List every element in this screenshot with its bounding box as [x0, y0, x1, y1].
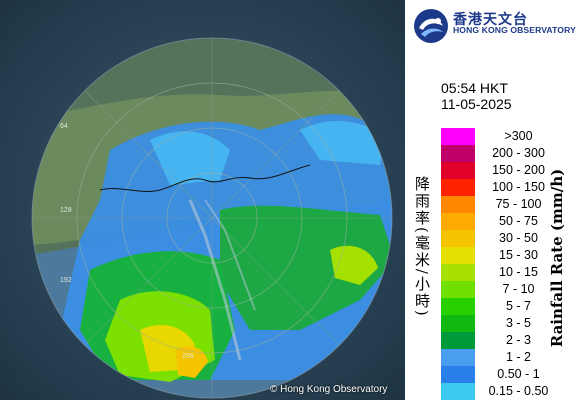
legend-swatch	[441, 383, 475, 400]
legend-row: 3 - 5	[441, 315, 577, 332]
legend-swatch	[441, 349, 475, 366]
legend-label: 0.15 - 0.50	[488, 384, 549, 398]
legend-swatch	[441, 145, 475, 162]
legend-swatch	[441, 315, 475, 332]
legend-panel: 香港天文台 HONG KONG OBSERVATORY 05:54 HKT 11…	[405, 0, 577, 400]
legend-label: 75 - 100	[495, 197, 542, 211]
rain-echo-very-light	[300, 120, 385, 165]
copyright-text: © Hong Kong Observatory	[270, 384, 388, 395]
legend-row: 2 - 3	[441, 332, 577, 349]
legend-swatch	[441, 366, 475, 383]
range-ring-label: 64	[60, 123, 68, 130]
legend-row: 1 - 2	[441, 349, 577, 366]
legend-label: 30 - 50	[499, 231, 538, 245]
legend-label: 100 - 150	[492, 180, 545, 194]
legend-swatch	[441, 298, 475, 315]
rain-echo-intense	[175, 346, 208, 378]
rain-echo-moderate	[220, 205, 392, 330]
timestamp-time: 05:54 HKT	[441, 80, 508, 96]
legend-row: 0.50 - 1	[441, 366, 577, 383]
radar-shadow-line	[188, 199, 242, 361]
legend-label: 7 - 10	[502, 282, 535, 296]
legend-row: 7 - 10	[441, 281, 577, 298]
legend-swatch	[441, 332, 475, 349]
range-ring-label: 192	[60, 277, 72, 284]
rain-echo-very-light	[150, 131, 230, 185]
range-ring-label: 256	[182, 353, 194, 360]
legend-row: 200 - 300	[441, 145, 577, 162]
legend-label: 5 - 7	[505, 299, 531, 313]
legend-label: 0.50 - 1	[497, 367, 540, 381]
logo-name-en: HONG KONG OBSERVATORY	[453, 25, 576, 35]
legend-swatch	[441, 230, 475, 247]
legend-swatch	[441, 196, 475, 213]
legend-row: 10 - 15	[441, 264, 577, 281]
legend-row: 0.15 - 0.50	[441, 383, 577, 400]
legend-label: 150 - 200	[492, 163, 545, 177]
legend-label: 2 - 3	[505, 333, 531, 347]
legend-label: 3 - 5	[505, 316, 531, 330]
radar-shadow-line	[204, 199, 256, 311]
legend-row: 50 - 75	[441, 213, 577, 230]
legend-label: 10 - 15	[499, 265, 538, 279]
observatory-logo-icon	[414, 9, 448, 43]
legend-row: 75 - 100	[441, 196, 577, 213]
coastline	[99, 164, 311, 192]
legend-row: 15 - 30	[441, 247, 577, 264]
legend-row: >300	[441, 128, 577, 145]
logo-name-zh: 香港天文台	[453, 12, 528, 28]
legend-swatch	[441, 281, 475, 298]
legend-row: 5 - 7	[441, 298, 577, 315]
legend-label: 200 - 300	[492, 146, 545, 160]
legend-row: 150 - 200	[441, 162, 577, 179]
legend-swatch	[441, 213, 475, 230]
legend-row: 100 - 150	[441, 179, 577, 196]
radar-map: 64 128 192 256 © Hong Kong Observatory	[0, 0, 405, 400]
range-ring-label: 128	[60, 207, 72, 214]
legend-swatch	[441, 247, 475, 264]
legend-swatch	[441, 264, 475, 281]
legend-swatch	[441, 179, 475, 196]
legend-label: 1 - 2	[505, 350, 531, 364]
legend-label: >300	[504, 129, 533, 143]
timestamp-date: 11-05-2025	[441, 96, 512, 112]
radar-image: 64 128 192 256	[0, 0, 405, 400]
legend-title-zh: 降雨率(毫米/小時)	[413, 176, 431, 318]
legend-label: 15 - 30	[499, 248, 538, 262]
legend-title-en: Rainfall Rate (mm/h)	[548, 168, 566, 348]
legend-label: 50 - 75	[499, 214, 538, 228]
legend-swatch	[441, 162, 475, 179]
legend-swatch	[441, 128, 475, 145]
legend-row: 30 - 50	[441, 230, 577, 247]
